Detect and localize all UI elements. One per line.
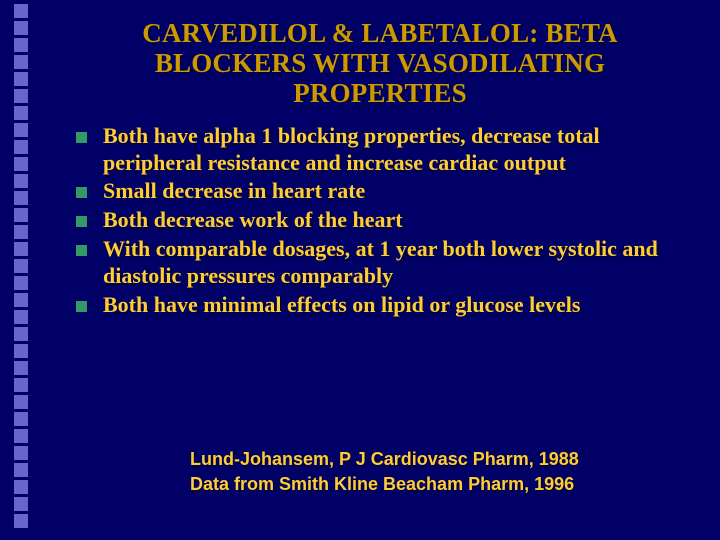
decor-square (14, 225, 28, 239)
bullet-text: Both have alpha 1 blocking properties, d… (103, 123, 690, 177)
decor-square (14, 38, 28, 52)
bullet-square-icon (76, 245, 87, 256)
bullet-item: Both have alpha 1 blocking properties, d… (76, 123, 690, 177)
decor-square (14, 208, 28, 222)
decor-square (14, 276, 28, 290)
left-decor-strip (0, 0, 38, 540)
bullet-square-icon (76, 132, 87, 143)
citation-line: Data from Smith Kline Beacham Pharm, 199… (190, 472, 670, 496)
decor-square (14, 4, 28, 18)
decor-square (14, 157, 28, 171)
decor-square (14, 174, 28, 188)
bullet-square-icon (76, 216, 87, 227)
decor-square (14, 191, 28, 205)
decor-square (14, 293, 28, 307)
bullet-item: Small decrease in heart rate (76, 178, 690, 205)
decor-square (14, 140, 28, 154)
citation-line: Lund-Johansem, P J Cardiovasc Pharm, 198… (190, 447, 670, 471)
decor-square (14, 327, 28, 341)
decor-square (14, 412, 28, 426)
slide: CARVEDILOL & LABETALOL: BETA BLOCKERS WI… (0, 0, 720, 540)
bullet-text: Small decrease in heart rate (103, 178, 365, 205)
decor-square (14, 446, 28, 460)
decor-square (14, 259, 28, 273)
bullet-item: Both decrease work of the heart (76, 207, 690, 234)
decor-square (14, 480, 28, 494)
bullet-text: With comparable dosages, at 1 year both … (103, 236, 690, 290)
slide-title: CARVEDILOL & LABETALOL: BETA BLOCKERS WI… (70, 18, 690, 109)
decor-square (14, 429, 28, 443)
decor-square (14, 344, 28, 358)
bullet-text: Both have minimal effects on lipid or gl… (103, 292, 580, 319)
bullet-square-icon (76, 187, 87, 198)
decor-square (14, 106, 28, 120)
decor-square (14, 361, 28, 375)
decor-square (14, 514, 28, 528)
citation-block: Lund-Johansem, P J Cardiovasc Pharm, 198… (190, 447, 670, 496)
bullet-item: With comparable dosages, at 1 year both … (76, 236, 690, 290)
decor-square (14, 21, 28, 35)
decor-square (14, 89, 28, 103)
decor-square (14, 497, 28, 511)
decor-square (14, 242, 28, 256)
decor-square (14, 310, 28, 324)
decor-square (14, 72, 28, 86)
decor-square (14, 463, 28, 477)
bullet-text: Both decrease work of the heart (103, 207, 403, 234)
decor-square (14, 55, 28, 69)
bullet-square-icon (76, 301, 87, 312)
decor-square (14, 123, 28, 137)
bullet-item: Both have minimal effects on lipid or gl… (76, 292, 690, 319)
decor-square (14, 378, 28, 392)
bullet-list: Both have alpha 1 blocking properties, d… (70, 123, 690, 319)
decor-square (14, 395, 28, 409)
